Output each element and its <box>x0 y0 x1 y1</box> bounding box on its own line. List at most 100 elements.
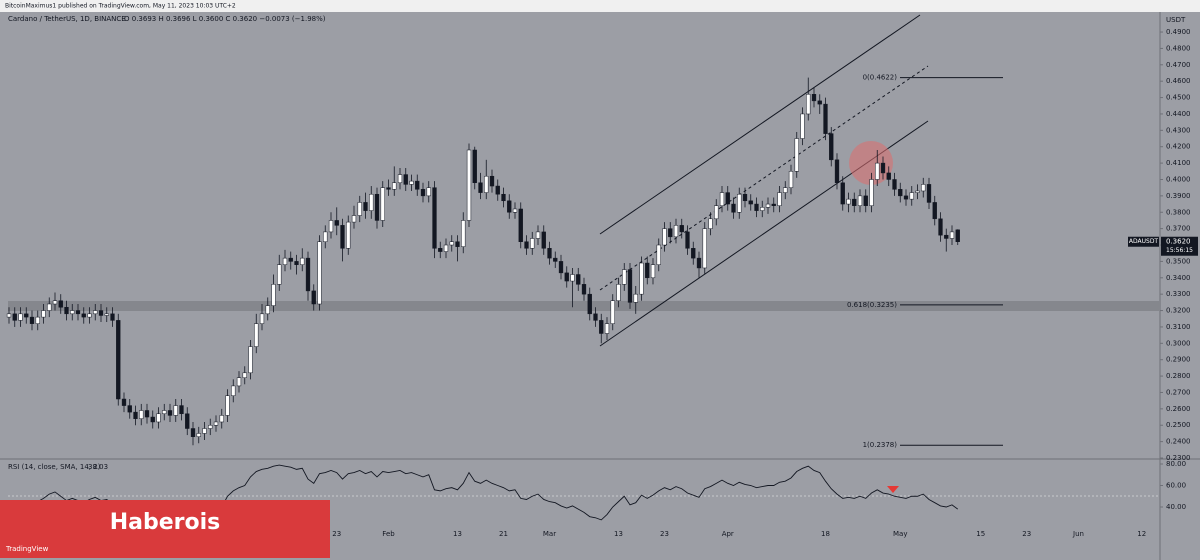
candle-body <box>645 262 650 279</box>
header: BitcoinMaximus1 published on TradingView… <box>5 3 236 10</box>
candle-body <box>932 202 937 220</box>
last-price-label: 0.3620 <box>1166 238 1191 246</box>
candle-body <box>788 171 794 188</box>
candle-body <box>259 313 265 324</box>
candle-body <box>162 410 167 415</box>
y-tick-label: 0.4900 <box>1166 28 1191 36</box>
candle-body <box>650 264 656 279</box>
candle-body <box>725 192 730 205</box>
y-tick-label: 0.2300 <box>1166 454 1191 462</box>
candle-body <box>139 410 144 419</box>
candle-body <box>386 187 391 190</box>
candle-body <box>719 192 725 206</box>
candle-body <box>64 307 69 315</box>
candle-body <box>679 225 684 233</box>
candle-body <box>47 303 52 311</box>
watermark: Haberois <box>109 510 221 535</box>
y-tick-label: 0.3400 <box>1166 274 1191 282</box>
rsi-tick-label: 40.00 <box>1166 503 1186 511</box>
candle-body <box>121 398 127 406</box>
rsi-tick-label: 60.00 <box>1166 481 1186 489</box>
candle-body <box>668 228 673 238</box>
candle-body <box>478 182 483 193</box>
candle-body <box>426 187 431 197</box>
highlight-circle <box>849 141 893 185</box>
candle-body <box>248 346 253 374</box>
candle-body <box>432 187 437 249</box>
candle-body <box>41 310 46 318</box>
candle-body <box>351 215 357 223</box>
candle-body <box>909 192 914 200</box>
candle-body <box>489 175 495 187</box>
candle-body <box>236 377 242 387</box>
candle-body <box>242 372 247 378</box>
candle-body <box>639 262 644 295</box>
header-bar <box>0 0 1200 12</box>
candle-body <box>213 421 219 426</box>
candle-body <box>886 172 891 180</box>
candle-body <box>553 257 558 262</box>
candle-body <box>857 195 863 206</box>
candle-body <box>202 428 207 434</box>
candle-body <box>340 225 345 249</box>
candle-body <box>438 248 443 252</box>
support-zone <box>8 301 1160 311</box>
candle-body <box>926 184 932 203</box>
candle-body <box>783 187 788 193</box>
candle-body <box>771 203 776 206</box>
candle-body <box>52 300 58 305</box>
candle-body <box>535 231 541 239</box>
y-tick-label: 0.4600 <box>1166 77 1191 85</box>
x-tick-label: May <box>893 530 907 538</box>
fib-label: 1(0.2378) <box>863 441 898 449</box>
rsi-tick-label: 80.00 <box>1166 460 1186 468</box>
candle-body <box>455 241 460 247</box>
candle-body <box>714 205 719 220</box>
fib-label: 0(0.4622) <box>863 74 898 82</box>
candle-body <box>254 323 259 347</box>
candle-body <box>806 94 811 115</box>
candle-body <box>363 202 368 211</box>
candle-body <box>691 248 696 259</box>
candle-body <box>461 220 466 247</box>
y-tick-label: 0.3500 <box>1166 257 1191 265</box>
x-tick-label: Mar <box>543 530 556 538</box>
candle-body <box>949 231 955 239</box>
x-tick-label: 18 <box>821 530 830 538</box>
y-tick-label: 0.4300 <box>1166 126 1191 134</box>
candle-body <box>558 261 564 274</box>
candle-body <box>305 257 311 292</box>
logo: TradingView <box>6 545 49 553</box>
candle-body <box>409 180 414 185</box>
candle-body <box>892 179 897 190</box>
symbol-box <box>1128 236 1159 247</box>
candle-body <box>300 257 305 265</box>
candle-body <box>231 385 236 396</box>
candle-body <box>800 113 805 139</box>
candle-body <box>311 290 316 305</box>
candle-body <box>104 313 109 316</box>
countdown: 15:56:15 <box>1166 247 1193 254</box>
candle-body <box>581 284 587 295</box>
candle-body <box>6 313 12 318</box>
symbol-label: ADAUSDT <box>1129 238 1159 245</box>
fib-label: 0.618(0.3235) <box>847 301 897 309</box>
candle-body <box>18 313 23 321</box>
candle-body <box>415 180 420 190</box>
y-tick-label: 0.3800 <box>1166 208 1191 216</box>
candle-body <box>754 203 759 211</box>
candle-body <box>93 310 98 315</box>
candle-body <box>708 218 713 229</box>
candle-body <box>150 416 155 423</box>
candle-body <box>840 182 845 205</box>
candle-body <box>564 272 569 282</box>
rsi-title: RSI (14, close, SMA, 14, 2) <box>8 463 101 471</box>
candle-body <box>98 310 104 316</box>
candle-body <box>110 313 115 321</box>
candle-body <box>369 193 374 211</box>
candle-body <box>673 225 679 238</box>
candle-body <box>777 192 782 206</box>
candle-body <box>156 413 161 423</box>
y-tick-label: 0.4700 <box>1166 61 1191 69</box>
